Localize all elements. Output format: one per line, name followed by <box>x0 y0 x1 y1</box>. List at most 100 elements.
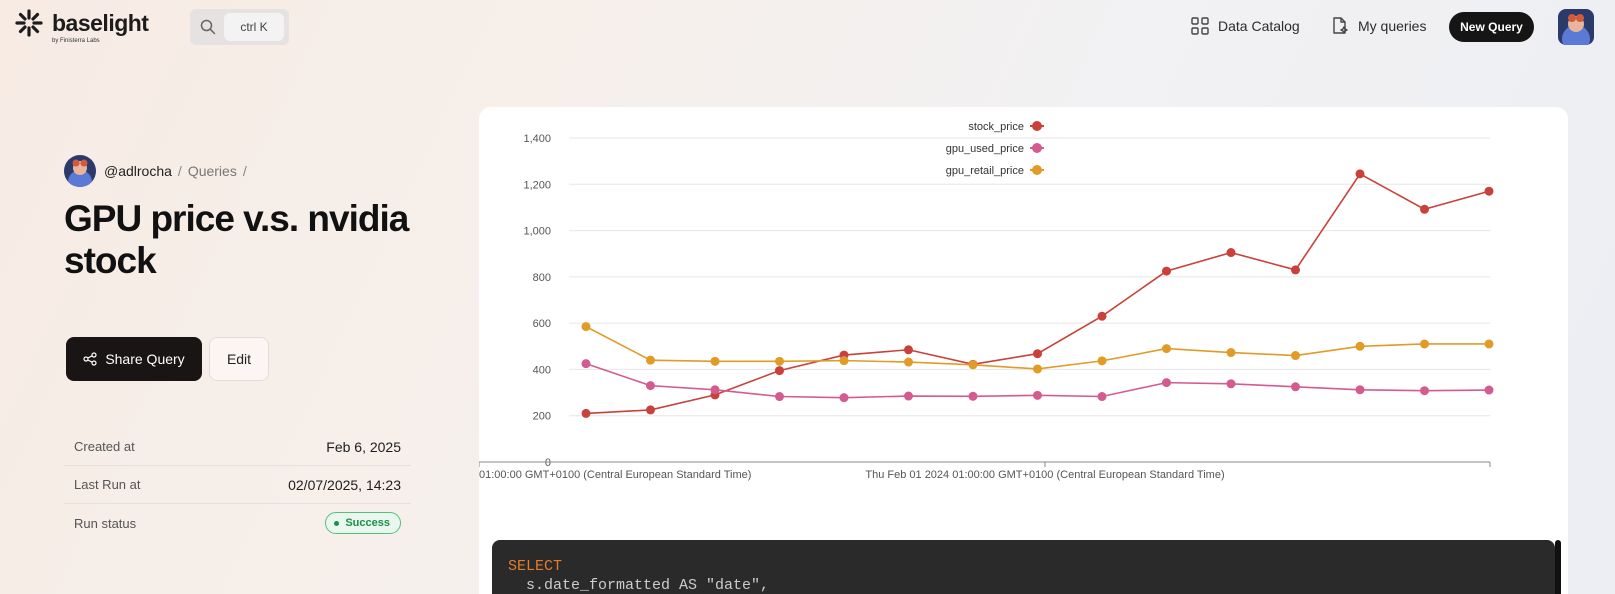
code-scrollbar[interactable] <box>1555 540 1561 594</box>
last-run-value: 02/07/2025, 14:23 <box>288 476 401 493</box>
y-tick-label: 1,200 <box>523 179 551 191</box>
y-tick-label: 400 <box>533 364 551 376</box>
data-point-stock_price <box>775 366 784 376</box>
data-point-stock_price <box>1484 186 1494 196</box>
data-point-gpu_retail_price <box>1291 351 1300 361</box>
breadcrumb: @adlrocha / Queries / <box>64 155 253 187</box>
data-point-gpu_used_price <box>1420 386 1429 396</box>
data-point-gpu_used_price <box>775 392 784 402</box>
data-point-gpu_used_price <box>904 391 913 401</box>
logo-text: baselight <box>52 10 149 36</box>
data-point-gpu_retail_price <box>646 355 655 365</box>
sql-code-editor[interactable]: SELECT s.date_formatted AS "date", <box>492 540 1555 594</box>
data-point-gpu_retail_price <box>1033 364 1042 374</box>
y-tick-label: 1,400 <box>523 133 551 145</box>
edit-button[interactable]: Edit <box>209 337 269 381</box>
code-keyword: SELECT <box>508 558 563 575</box>
baselight-logo[interactable]: baselight by Finisterra Labs <box>14 8 174 44</box>
breadcrumb-separator: / <box>242 163 247 179</box>
user-avatar[interactable] <box>1558 9 1594 45</box>
status-dot-icon <box>334 520 340 526</box>
y-tick-label: 1,000 <box>523 226 551 238</box>
breadcrumb-queries[interactable]: Queries <box>187 163 237 179</box>
data-point-gpu_retail_price <box>1484 339 1494 349</box>
data-point-gpu_used_price <box>1291 382 1300 392</box>
y-tick-label: 800 <box>533 272 551 284</box>
share-query-label: Share Query <box>105 351 185 367</box>
data-point-stock_price <box>1162 266 1171 276</box>
new-query-button[interactable]: New Query <box>1449 12 1534 42</box>
data-point-gpu_used_price <box>710 385 720 395</box>
meta-row-created: Created at Feb 6, 2025 <box>64 428 411 466</box>
grid-icon <box>1191 17 1209 35</box>
document-sparkle-icon <box>1333 17 1348 34</box>
created-at-label: Created at <box>74 439 135 454</box>
x-tick-label: 01:00:00 GMT+0100 (Central European Stan… <box>479 469 751 481</box>
legend-label: gpu_used_price <box>946 143 1024 155</box>
data-point-gpu_used_price <box>1226 379 1236 389</box>
code-line-2: s.date_formatted AS "date", <box>508 577 770 594</box>
data-point-gpu_used_price <box>1097 392 1107 402</box>
nav-my-queries-label: My queries <box>1358 18 1427 34</box>
meta-row-last-run: Last Run at 02/07/2025, 14:23 <box>64 466 411 504</box>
nav-my-queries[interactable]: My queries <box>1330 15 1426 37</box>
data-point-stock_price <box>646 405 655 415</box>
data-point-gpu_retail_price <box>1226 348 1236 358</box>
data-point-gpu_retail_price <box>1097 356 1107 366</box>
data-point-stock_price <box>1355 169 1365 179</box>
logo-subtitle: by Finisterra Labs <box>52 38 100 44</box>
data-point-gpu_used_price <box>968 391 978 401</box>
data-point-gpu_used_price <box>1033 390 1042 400</box>
nav-data-catalog[interactable]: Data Catalog <box>1190 15 1300 37</box>
run-status-label: Run status <box>74 515 137 531</box>
data-point-gpu_retail_price <box>710 356 720 366</box>
data-point-gpu_used_price <box>646 381 655 391</box>
search-shortcut: ctrl K <box>224 13 284 41</box>
data-point-stock_price <box>1226 248 1236 258</box>
author-avatar[interactable] <box>64 155 96 187</box>
data-point-stock_price <box>1420 204 1429 214</box>
meta-row-run-status: Run status Success <box>64 504 411 542</box>
share-icon <box>83 352 97 366</box>
last-run-label: Last Run at <box>74 477 141 492</box>
series-line-gpu_retail_price <box>585 325 1489 370</box>
data-point-stock_price <box>1033 349 1042 359</box>
logo-asterisk-icon <box>15 9 43 37</box>
data-point-gpu_retail_price <box>1162 344 1171 354</box>
data-point-stock_price <box>1291 265 1300 275</box>
search-box[interactable]: ctrl K <box>190 9 289 45</box>
data-point-gpu_used_price <box>1162 378 1171 388</box>
data-point-gpu_retail_price <box>904 357 913 367</box>
data-point-gpu_retail_price <box>968 360 978 370</box>
legend-label: stock_price <box>968 121 1024 133</box>
x-tick-label: Thu Feb 01 2024 01:00:00 GMT+0100 (Centr… <box>865 469 1224 481</box>
y-tick-label: 200 <box>533 411 551 423</box>
series-line-stock_price <box>585 172 1490 415</box>
status-badge: Success <box>325 512 401 534</box>
data-point-gpu_retail_price <box>581 322 591 332</box>
query-metadata: Created at Feb 6, 2025 Last Run at 02/07… <box>64 428 411 542</box>
data-point-gpu_retail_price <box>1420 339 1429 349</box>
legend-label: gpu_retail_price <box>946 165 1024 177</box>
data-point-gpu_used_price <box>1355 385 1365 395</box>
search-icon <box>200 19 216 35</box>
line-chart[interactable]: 1,400 1,200 1,000 800 600 400 200 001:00:00 GMT… <box>479 107 1568 507</box>
code-line-1: SELECT <box>508 558 1539 575</box>
data-point-gpu_retail_price <box>775 356 784 366</box>
share-query-button[interactable]: Share Query <box>66 337 202 381</box>
page-title: GPU price v.s. nvidia stock <box>64 198 409 281</box>
status-badge-text: Success <box>345 517 390 529</box>
data-point-gpu_used_price <box>839 393 849 403</box>
data-point-gpu_used_price <box>581 359 591 369</box>
data-point-gpu_used_price <box>1484 385 1494 395</box>
y-tick-label: 0 <box>545 457 551 469</box>
breadcrumb-separator: / <box>177 163 182 179</box>
nav-data-catalog-label: Data Catalog <box>1218 18 1300 34</box>
breadcrumb-user[interactable]: @adlrocha <box>104 163 172 179</box>
data-point-stock_price <box>904 345 913 355</box>
y-tick-label: 600 <box>533 318 551 330</box>
data-point-stock_price <box>1097 311 1107 321</box>
data-point-gpu_retail_price <box>1355 341 1365 351</box>
data-point-stock_price <box>581 408 591 418</box>
data-point-gpu_retail_price <box>839 356 849 366</box>
